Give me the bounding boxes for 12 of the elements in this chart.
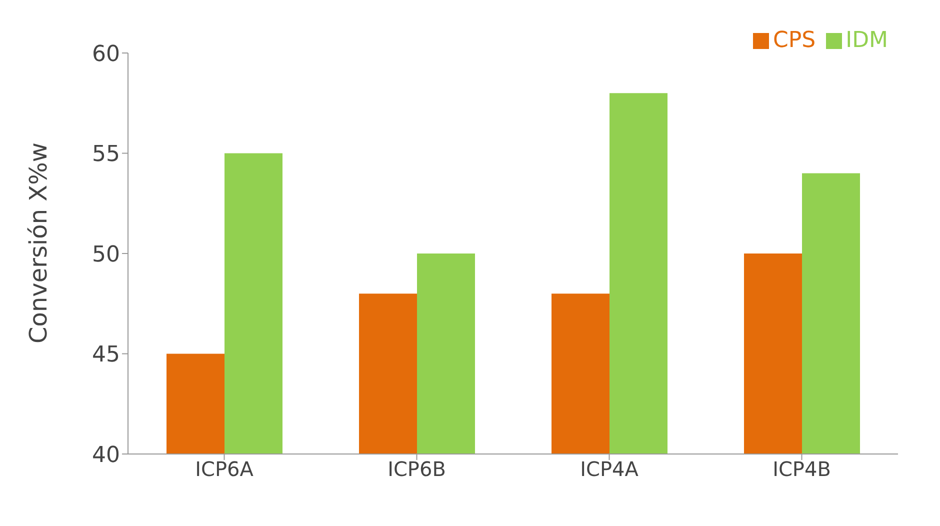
x-tick-label: ICP4A [580, 457, 639, 482]
legend-label: IDM [846, 28, 888, 53]
y-tick-label: 55 [92, 142, 120, 168]
x-tick-label: ICP4B [772, 457, 831, 482]
y-tick-label: 60 [92, 42, 120, 67]
x-tick-label: ICP6A [195, 457, 254, 482]
legend-label: CPS [772, 28, 816, 53]
x-tick-label: ICP6B [388, 457, 446, 482]
y-tick-label: 45 [92, 342, 120, 368]
y-tick-label: 50 [92, 242, 120, 268]
y-tick-label: 40 [92, 442, 120, 468]
y-axis-title: Conversión X%w [24, 142, 53, 344]
